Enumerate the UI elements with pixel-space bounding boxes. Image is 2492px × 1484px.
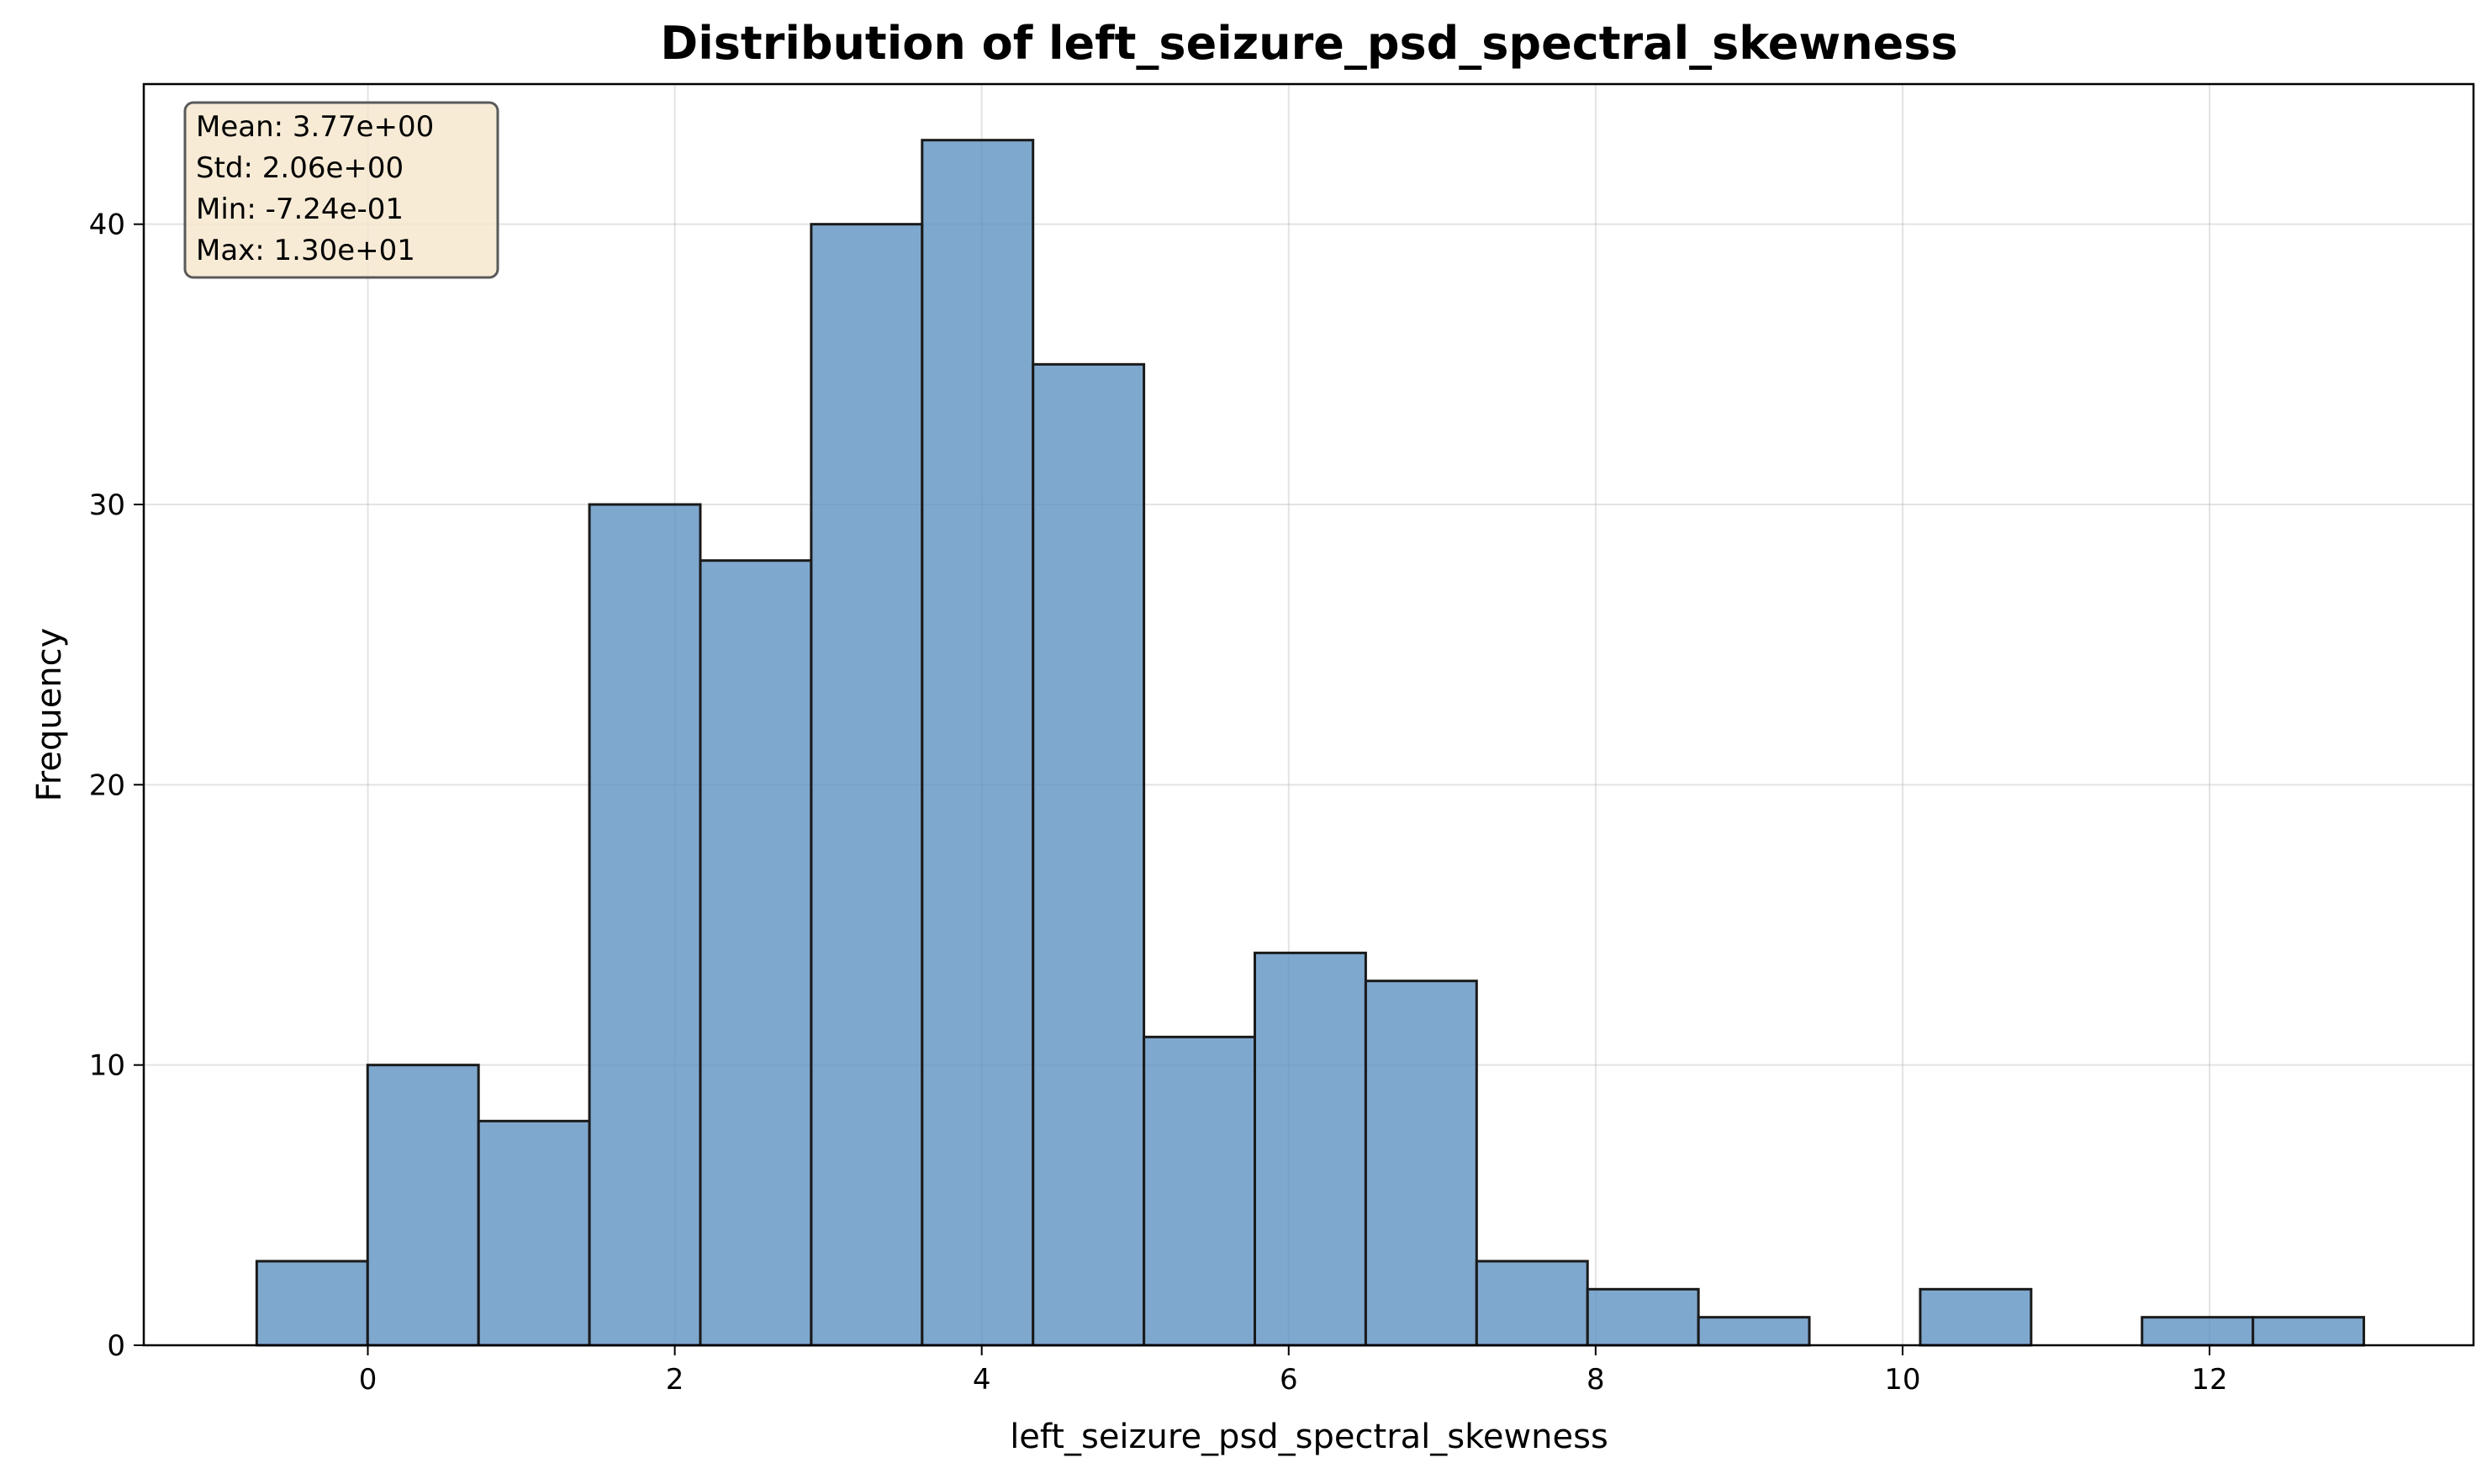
histogram-bar	[1364, 980, 1478, 1347]
histogram-bar	[2141, 1316, 2255, 1347]
chart-title: Distribution of left_seizure_psd_spectra…	[660, 17, 1957, 70]
histogram-bar	[1032, 362, 1146, 1347]
histogram-bar	[255, 1260, 369, 1347]
histogram-bar	[1919, 1287, 2033, 1347]
histogram-bar	[2252, 1316, 2366, 1347]
plot-frame	[142, 82, 2475, 1347]
histogram-bar	[366, 1064, 480, 1347]
y-tick-label: 0	[107, 1329, 125, 1363]
x-tick-label: 0	[359, 1363, 377, 1397]
histogram-bar	[921, 139, 1035, 1347]
histogram-bar	[699, 559, 813, 1347]
stats-std: Std: 2.06e+00	[196, 151, 404, 185]
x-tick-label: 4	[973, 1363, 991, 1397]
histogram-bar	[477, 1119, 591, 1347]
y-tick-label: 40	[89, 209, 125, 242]
y-tick-label: 30	[89, 489, 125, 522]
x-tick-label: 6	[1280, 1363, 1298, 1397]
stats-box-background	[183, 101, 499, 279]
stats-box: Mean: 3.77e+00 Std: 2.06e+00 Min: -7.24e…	[183, 101, 499, 279]
histogram-bar	[1586, 1287, 1700, 1347]
x-tick-label: 2	[666, 1363, 684, 1397]
histogram-bar	[588, 503, 702, 1347]
y-tick-label: 10	[89, 1049, 125, 1083]
stats-max: Max: 1.30e+01	[196, 234, 415, 267]
x-tick-label: 10	[1884, 1363, 1920, 1397]
histogram-bar	[810, 223, 924, 1347]
x-axis-ticks: 0 2 4 6 8 10 12	[359, 1345, 2228, 1397]
histogram-bar	[1475, 1260, 1589, 1347]
histogram-bar	[1254, 951, 1367, 1347]
stats-mean: Mean: 3.77e+00	[196, 110, 434, 144]
stats-min: Min: -7.24e-01	[196, 193, 404, 226]
y-axis-label: Frequency	[30, 628, 69, 802]
y-axis-ticks: 0 10 20 30 40	[89, 209, 144, 1363]
histogram-bar	[1697, 1316, 1811, 1347]
y-tick-label: 20	[89, 768, 125, 802]
x-axis-label: left_seizure_psd_spectral_skewness	[1010, 1418, 1608, 1456]
histogram-bar	[1143, 1035, 1257, 1347]
x-tick-label: 8	[1587, 1363, 1605, 1397]
x-tick-label: 12	[2191, 1363, 2227, 1397]
histogram-bars	[255, 139, 2366, 1347]
